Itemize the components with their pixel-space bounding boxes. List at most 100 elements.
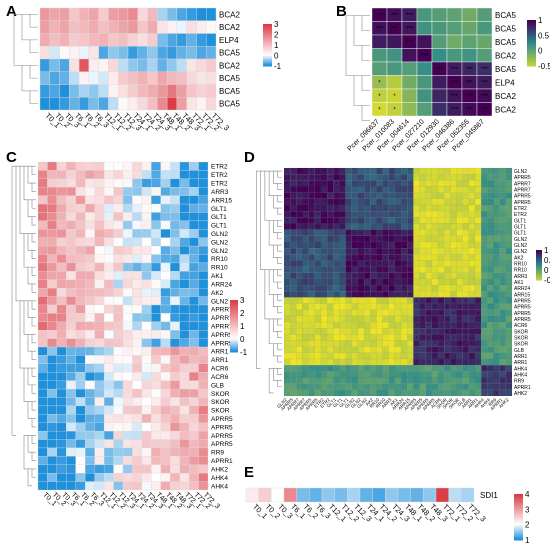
legend-d-segment [536, 257, 542, 259]
heatmap-d-cell [450, 328, 457, 335]
heatmap-d-cell [382, 328, 389, 335]
heatmap-c-cell [103, 447, 114, 457]
heatmap-d-cell [363, 371, 371, 378]
heatmap-d-cell [314, 272, 322, 280]
legend-e-segment [514, 538, 523, 541]
heatmap-d-cell [431, 192, 439, 199]
dendrogram-c-branch [31, 451, 36, 461]
heatmap-c-cell [132, 220, 143, 230]
heatmap-d-cell [320, 389, 328, 397]
heatmap-c-cell [56, 279, 67, 289]
heatmap-c-cell [85, 346, 95, 356]
heatmap-c-cell [160, 245, 171, 255]
heatmap-d-significance: * [360, 292, 362, 297]
heatmap-d-cell [308, 309, 315, 317]
heatmap-d-cell [345, 334, 352, 341]
heatmap-d-cell [363, 210, 371, 218]
heatmap-a-cell [157, 97, 168, 111]
heatmap-d-cell [462, 180, 470, 187]
heatmap-d-cell [370, 321, 377, 329]
heatmap-c-cell [103, 229, 114, 238]
legend-b-segment [527, 46, 536, 49]
heatmap-c-cell [85, 187, 95, 196]
heatmap-d-cell [487, 358, 494, 366]
heatmap-d-cell [320, 346, 328, 354]
heatmap-d-significance: * [373, 292, 375, 297]
heatmap-c-cell [75, 237, 86, 247]
heatmap-d-cell [487, 223, 494, 230]
heatmap-d-cell [290, 266, 297, 273]
heatmap-c-cell [188, 313, 199, 322]
heatmap-d-cell [462, 254, 470, 261]
heatmap-c-cell [141, 439, 152, 449]
heatmap-c-cell [179, 456, 190, 465]
heatmap-c-row-label: ARR24 [211, 281, 232, 288]
heatmap-d-cell [382, 247, 389, 255]
heatmap-d-cell [326, 358, 334, 366]
heatmap-c-row-label: APRR7 [211, 307, 233, 314]
heatmap-c-cell [179, 321, 190, 331]
heatmap-d-cell [382, 186, 389, 193]
heatmap-d-significance: * [422, 316, 424, 321]
heatmap-c-cell [198, 414, 209, 423]
heatmap-c-cell [132, 363, 143, 373]
heatmap-c-cell [132, 229, 143, 238]
legend-d-segment [536, 255, 542, 257]
heatmap-d-cell [419, 180, 426, 187]
heatmap-d-cell [308, 377, 315, 384]
heatmap-d-cell [339, 235, 346, 243]
legend-d-segment [536, 259, 542, 261]
heatmap-d-cell [419, 223, 426, 230]
heatmap-d-cell [444, 167, 451, 175]
heatmap-c-cell [160, 355, 171, 364]
heatmap-a-cell [147, 46, 158, 60]
heatmap-d-cell [407, 174, 414, 181]
legend-c-segment [230, 300, 238, 303]
heatmap-d-cell [376, 210, 383, 218]
heatmap-d-cell [450, 340, 457, 347]
heatmap-d-cell [456, 272, 463, 280]
legend-b-segment [527, 53, 536, 56]
heatmap-d-cell [400, 291, 408, 298]
heatmap-d-cell [437, 260, 445, 267]
heatmap-d-cell [302, 346, 309, 354]
heatmap-d-cell [487, 167, 494, 175]
heatmap-b-significance: *** [481, 94, 489, 100]
heatmap-c-row-label: RR9 [211, 450, 224, 457]
heatmap-d-significance: * [447, 329, 449, 334]
heatmap-c-cell [75, 481, 86, 491]
heatmap-c-cell [66, 422, 76, 432]
heatmap-d-cell [351, 180, 359, 187]
heatmap-d-cell [444, 198, 451, 206]
heatmap-c-cell [103, 464, 114, 474]
dendrogram-c-branch [23, 435, 28, 470]
heatmap-d-cell [283, 247, 291, 255]
heatmap-d-cell [351, 217, 359, 224]
dendrogram-c-branch [23, 300, 28, 335]
heatmap-d-cell [400, 352, 408, 360]
heatmap-c-cell [37, 414, 48, 423]
heatmap-d-cell [437, 204, 445, 212]
heatmap-c-cell [132, 296, 143, 306]
heatmap-d-cell [407, 321, 414, 329]
heatmap-d-cell [468, 223, 476, 230]
heatmap-a-cell [88, 46, 99, 60]
heatmap-d-cell [425, 223, 433, 230]
heatmap-d-cell [450, 352, 457, 360]
heatmap-c-cell [151, 330, 161, 339]
heatmap-c-row-label: RR10 [211, 265, 228, 272]
heatmap-d-cell [320, 210, 328, 218]
heatmap-d-cell [487, 235, 494, 243]
heatmap-c-cell [170, 313, 180, 322]
heatmap-d-cell [296, 346, 303, 354]
heatmap-a-cell [137, 58, 148, 72]
heatmap-a-cell [49, 84, 60, 98]
heatmap-c-cell [141, 464, 152, 474]
heatmap-c-cell [94, 212, 105, 222]
heatmap-d-cell [468, 334, 476, 341]
heatmap-d-cell [302, 254, 309, 261]
heatmap-c-cell [37, 220, 48, 230]
heatmap-d-row-label: ARR24 [514, 286, 530, 292]
heatmap-d-cell [400, 346, 408, 354]
legend-a-segment [263, 24, 272, 26]
